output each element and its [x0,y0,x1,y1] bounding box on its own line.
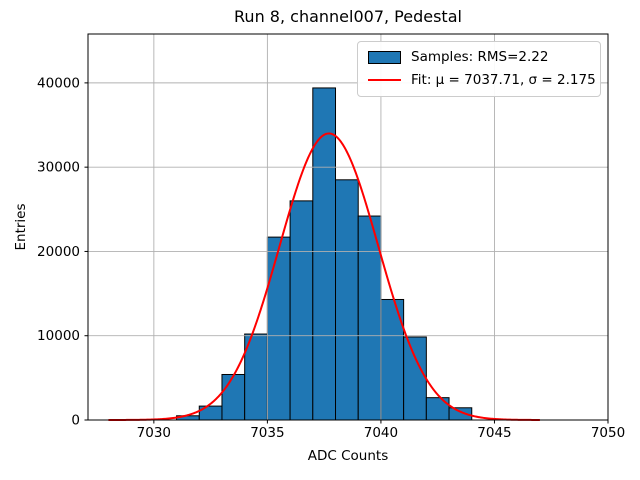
fit-curve [108,132,540,421]
x-tick-label: 7045 [477,425,511,441]
axes-frame [87,33,609,421]
y-tick-label: 20000 [37,244,80,260]
histogram-bar [335,179,359,421]
histogram-bar [221,373,246,421]
fit-line-swatch-icon [368,79,401,81]
chart-title: Run 8, channel007, Pedestal [234,7,462,26]
legend-fit-label: Fit: μ = 7037.71, σ = 2.175 [411,72,596,88]
histogram-bar [425,397,450,421]
y-tick-label: 0 [71,413,80,429]
x-tick-label: 7040 [364,425,398,441]
legend-entry-fit: Fit: μ = 7037.71, σ = 2.175 [368,72,596,88]
x-tick-label: 7050 [591,425,625,441]
x-tick-label: 7030 [137,425,171,441]
legend-box: Samples: RMS=2.22 Fit: μ = 7037.71, σ = … [357,41,601,97]
histogram-bar [266,236,291,421]
legend-entry-samples: Samples: RMS=2.22 [368,49,590,65]
y-tick-label: 40000 [37,75,80,91]
y-tick-label: 10000 [37,328,80,344]
legend-samples-label: Samples: RMS=2.22 [411,49,549,65]
histogram-bar [312,87,337,421]
x-tick-label: 7035 [250,425,284,441]
x-axis-label: ADC Counts [307,448,389,464]
y-axis-label: Entries [13,203,29,251]
histogram-bar [289,200,314,421]
histogram-swatch-icon [368,50,401,64]
y-tick-label: 30000 [37,160,80,176]
histogram-bar [403,336,427,421]
